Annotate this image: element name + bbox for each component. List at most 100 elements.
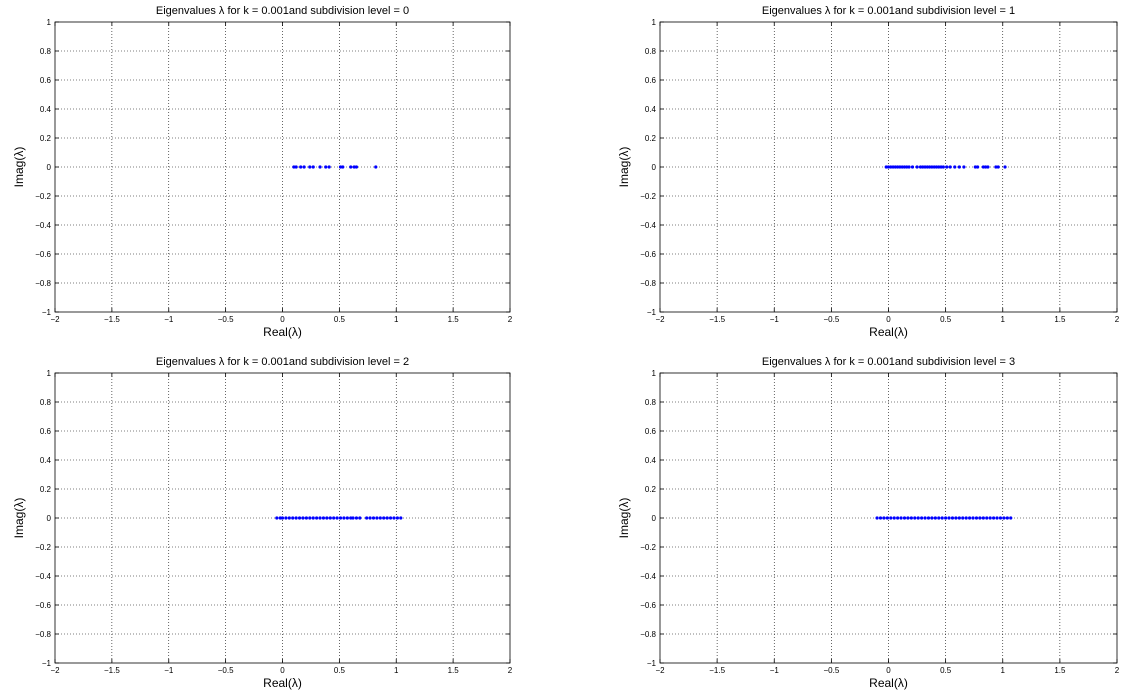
x-tick-label: 0 [886, 315, 891, 324]
plot-frame [659, 372, 1118, 664]
data-point [988, 516, 992, 520]
data-point [378, 516, 382, 520]
x-tick-label: −0.5 [218, 315, 234, 324]
data-point [984, 165, 988, 169]
y-tick-label: −1 [647, 659, 657, 668]
plot-frame [54, 21, 511, 313]
data-point [318, 516, 322, 520]
chart-title: Eigenvalues λ for k = 0.001and subdivisi… [762, 5, 1015, 17]
data-point [907, 165, 911, 169]
data-point [280, 516, 285, 520]
data-point [996, 165, 1000, 169]
data-point [365, 516, 369, 520]
y-tick-label: 0 [47, 163, 52, 172]
data-point [374, 165, 378, 169]
x-tick-label: 0.5 [334, 315, 346, 324]
data-point [385, 516, 389, 520]
data-point [354, 165, 359, 169]
x-tick-label: −2 [655, 666, 665, 675]
y-tick-label: 1 [652, 369, 657, 378]
x-tick-label: −1 [164, 666, 174, 675]
data-point [299, 165, 303, 169]
chart-panel-3: −2 −1.5 −1 −0.5 0 0.5 1 1.5 2 1 0.8 0.6 0.4 0.2 0 −0.2 −… [617, 356, 1120, 690]
y-tick-label: 0.8 [40, 398, 52, 407]
data-point [341, 165, 345, 169]
data-point [884, 165, 888, 169]
data-point [311, 516, 315, 520]
y-tick-label: 0 [47, 514, 52, 523]
data-point [923, 165, 927, 169]
x-tick-label: 1 [1001, 666, 1006, 675]
data-point [964, 516, 968, 520]
data-point [913, 516, 917, 520]
data-point [893, 165, 897, 169]
data-point [925, 165, 929, 169]
x-tick-label: 0 [280, 666, 285, 675]
plot-frame [54, 372, 511, 664]
chart-title: Eigenvalues λ for k = 0.001and subdivisi… [156, 5, 409, 17]
data-point [926, 516, 931, 520]
data-point [332, 516, 336, 520]
data-point [962, 165, 966, 169]
data-point [291, 516, 295, 520]
data-point [986, 165, 990, 169]
data-point [902, 516, 907, 520]
x-tick-label: 1.5 [448, 315, 460, 324]
data-point [889, 516, 893, 520]
data-point [939, 165, 943, 169]
x-tick-label: 1.5 [1054, 315, 1066, 324]
chart-panel-1: −2 −1.5 −1 −0.5 0 0.5 1 1.5 2 1 0.8 0.6 0.4 0.2 0 −0.2 −… [617, 5, 1120, 339]
data-point [902, 165, 907, 169]
y-tick-label: −0.4 [35, 221, 51, 230]
y-tick-label: −0.2 [35, 192, 51, 201]
y-tick-label: −0.8 [35, 279, 51, 288]
data-point [973, 165, 977, 169]
data-point [368, 516, 372, 520]
data-point [382, 516, 386, 520]
y-tick-label: −0.4 [35, 572, 51, 581]
data-point [351, 516, 355, 520]
x-tick-label: −1 [770, 315, 780, 324]
x-axis-label: Real(λ) [263, 676, 302, 690]
y-tick-label: −0.2 [640, 192, 656, 201]
data-point [950, 516, 955, 520]
x-tick-label: 1.5 [1054, 666, 1066, 675]
data-point [995, 516, 999, 520]
x-tick-label: −1 [164, 315, 174, 324]
chart-title: Eigenvalues λ for k = 0.001and subdivisi… [762, 356, 1015, 368]
data-point [875, 516, 879, 520]
data-point [882, 516, 886, 520]
data-point [284, 516, 288, 520]
y-tick-label: 0.8 [40, 47, 52, 56]
data-point [985, 516, 989, 520]
data-point [923, 516, 927, 520]
x-tick-label: 0 [886, 666, 891, 675]
y-tick-label: 1 [652, 18, 657, 27]
y-tick-label: −0.6 [35, 601, 51, 610]
data-point [928, 165, 932, 169]
x-tick-label: −1.5 [709, 666, 725, 675]
data-point [302, 165, 306, 169]
y-tick-label: 1 [47, 369, 52, 378]
data-point [971, 516, 975, 520]
y-tick-label: 0.6 [645, 427, 657, 436]
data-point [898, 165, 902, 169]
data-point [992, 516, 996, 520]
data-point [900, 165, 904, 169]
y-axis-label: Imag(λ) [617, 147, 631, 188]
data-point [974, 516, 979, 520]
y-tick-label: −0.6 [640, 601, 656, 610]
data-point [981, 516, 985, 520]
data-point [909, 516, 913, 520]
data-point [933, 516, 937, 520]
data-point [948, 165, 952, 169]
x-tick-label: −1 [770, 666, 780, 675]
data-point [358, 516, 362, 520]
data-point [957, 516, 961, 520]
chart-panel-2: −2 −1.5 −1 −0.5 0 0.5 1 1.5 2 1 0.8 0.6 0.4 0.2 0 −0.2 −… [12, 356, 513, 690]
data-point [886, 165, 891, 169]
x-tick-label: −1.5 [709, 315, 725, 324]
data-point [388, 516, 393, 520]
y-tick-label: 0.2 [40, 485, 52, 494]
y-tick-label: −0.8 [640, 279, 656, 288]
